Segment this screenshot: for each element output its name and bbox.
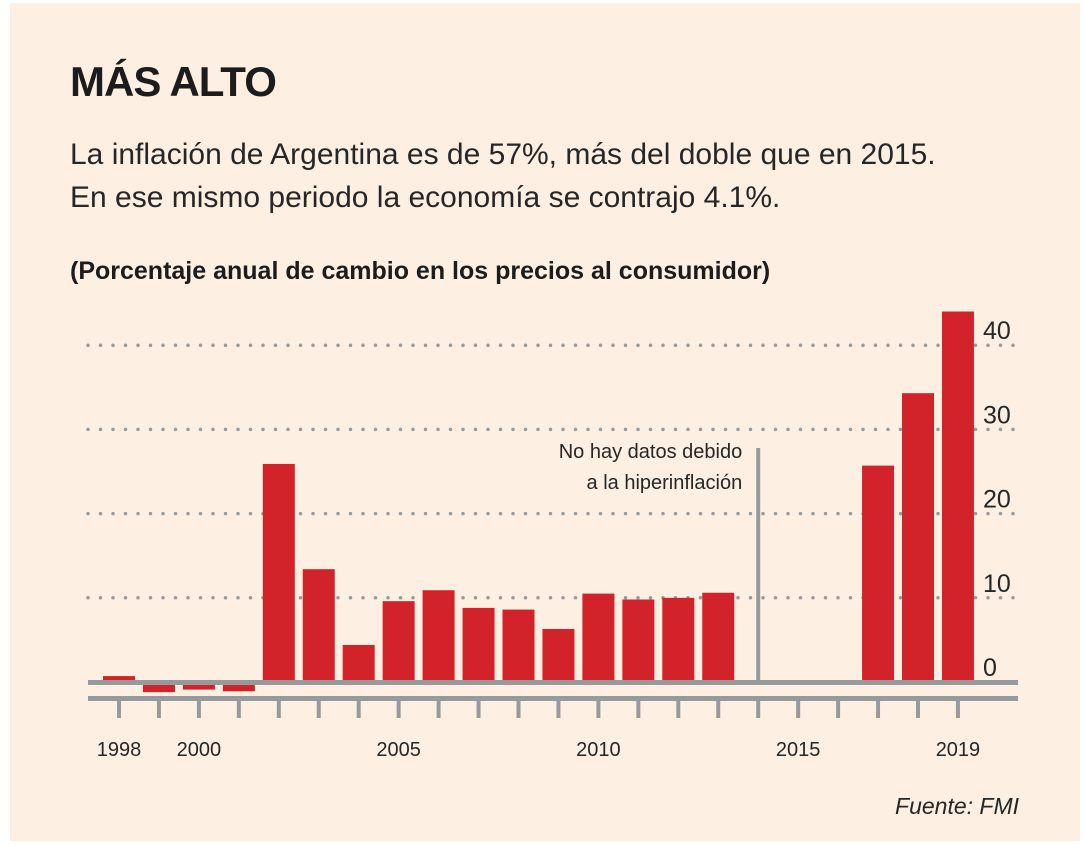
- y-tick-label: 10: [983, 570, 1011, 598]
- bar-2010: [582, 593, 615, 682]
- bar-2005: [382, 601, 415, 682]
- bar-2009: [542, 628, 575, 682]
- bar-2011: [622, 599, 655, 682]
- x-tick: [676, 698, 681, 718]
- annotation-text: a la hiperinflación: [587, 472, 743, 494]
- x-tick: [796, 698, 801, 718]
- annotation-text: No hay datos debido: [559, 441, 742, 463]
- bar-2013: [702, 592, 735, 682]
- bar-2012: [662, 597, 695, 682]
- x-tick: [117, 698, 121, 718]
- x-tick-label: 1998: [97, 739, 142, 761]
- x-tick: [196, 698, 201, 718]
- subtitle-line-2: En ese mismo periodo la economía se cont…: [70, 181, 781, 214]
- bar-2019: [941, 311, 974, 682]
- x-tick: [876, 698, 881, 718]
- x-tick: [756, 698, 761, 718]
- x-tick-label: 2015: [776, 739, 821, 761]
- source-note: Fuente: FMI: [895, 793, 1019, 819]
- bar-2017: [862, 465, 895, 682]
- x-tick: [156, 698, 161, 718]
- x-tick: [836, 698, 841, 718]
- x-tick-label: 2010: [576, 739, 621, 761]
- infographic-card: [10, 3, 1080, 841]
- bar-2006: [422, 590, 455, 682]
- subtitle-line-1: La inflación de Argentina es de 57%, más…: [70, 138, 936, 171]
- x-tick: [955, 698, 960, 718]
- bar-2007: [462, 607, 495, 682]
- bar-2018: [902, 393, 934, 682]
- x-tick: [596, 698, 601, 718]
- y-tick-label: 30: [983, 401, 1011, 429]
- x-axis-line: [88, 696, 1018, 701]
- bar-2001: [222, 682, 255, 692]
- headline: MÁS ALTO: [70, 58, 277, 105]
- bar-2008: [502, 609, 535, 682]
- y-tick-label: 0: [983, 654, 997, 682]
- bar-1998: [103, 676, 135, 682]
- bar-1999: [142, 682, 175, 693]
- x-tick: [716, 698, 721, 718]
- x-tick: [476, 698, 481, 718]
- x-tick: [516, 698, 521, 718]
- x-tick-label: 2000: [177, 739, 222, 761]
- x-tick: [916, 698, 920, 718]
- bar-2003: [302, 569, 335, 682]
- x-tick-label: 2019: [936, 739, 981, 761]
- y-tick-label: 20: [983, 486, 1011, 514]
- x-tick: [356, 698, 361, 718]
- x-tick: [636, 698, 641, 718]
- x-tick: [436, 698, 441, 718]
- x-tick: [396, 698, 401, 718]
- x-tick: [316, 698, 321, 718]
- subtitle: La inflación de Argentina es de 57%, más…: [70, 133, 1060, 219]
- x-tick: [236, 698, 241, 718]
- bar-2000: [182, 682, 215, 690]
- y-tick-label: 40: [983, 317, 1011, 345]
- x-tick: [276, 698, 281, 718]
- x-tick: [556, 698, 561, 718]
- zero-baseline: [88, 680, 1018, 685]
- x-tick-label: 2005: [376, 739, 421, 761]
- annotation-line: [756, 448, 761, 682]
- chart-title: (Porcentaje anual de cambio en los preci…: [70, 257, 771, 285]
- bar-2004: [342, 644, 375, 682]
- bar-2002: [262, 463, 295, 682]
